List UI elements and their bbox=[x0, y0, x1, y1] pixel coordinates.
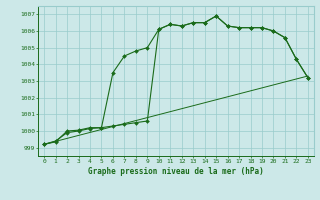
X-axis label: Graphe pression niveau de la mer (hPa): Graphe pression niveau de la mer (hPa) bbox=[88, 167, 264, 176]
